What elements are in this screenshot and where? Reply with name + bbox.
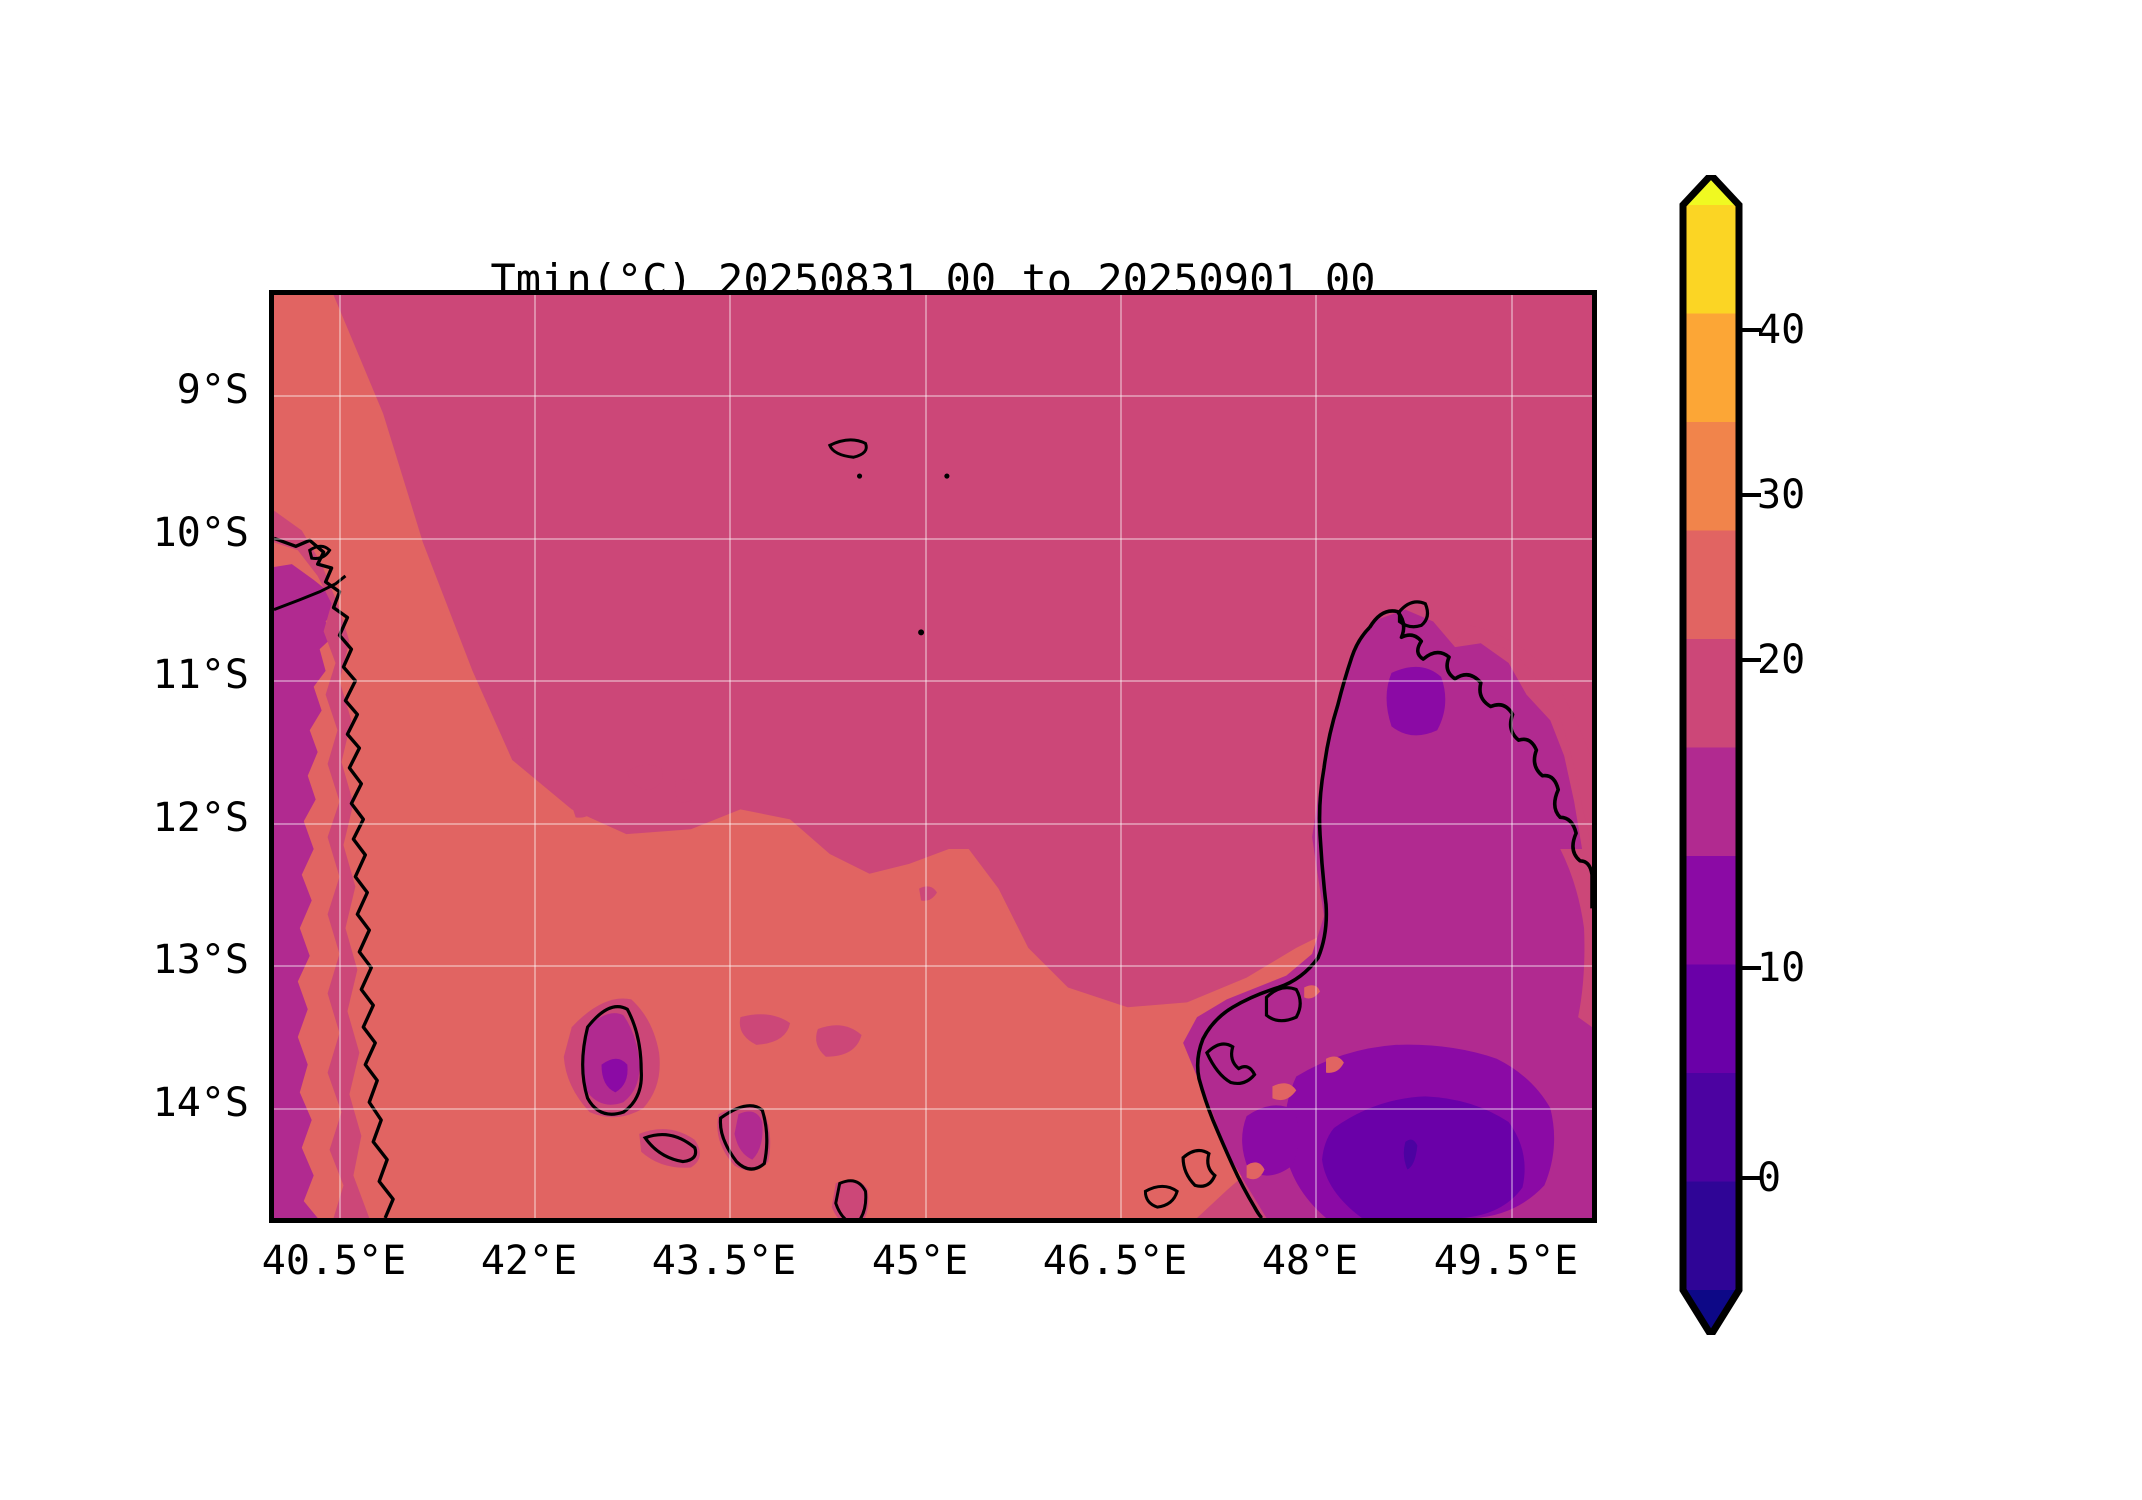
colorbar-outline: [1679, 175, 1743, 1335]
colorbar-extend-over: [1683, 175, 1739, 205]
colorbar-extend-under: [1683, 1290, 1739, 1335]
xtick-label-0: 40.5°E: [261, 1238, 407, 1284]
ytick-label-3: 12°S: [153, 795, 345, 841]
colorbar-band-25-30: [1683, 530, 1739, 639]
colorbar-band-35-40: [1683, 313, 1739, 422]
ytick-label-5: 14°S: [153, 1080, 345, 1126]
ytick-label-0: 9°S: [177, 367, 321, 413]
madagascar-warm-patches: [1246, 985, 1344, 1180]
ytick-text: 10°S: [152, 510, 249, 556]
island-grande-comore: [563, 998, 660, 1118]
colorbar-band-10-15: [1683, 856, 1739, 965]
coastline-bay-detail: [308, 544, 332, 560]
colorbar-ticklabel-30: 30: [1757, 472, 1806, 518]
contour-fringe-moz: [274, 510, 370, 1218]
colorbar-band-15-20: [1683, 747, 1739, 856]
coastline-ampasindava: [1205, 1042, 1257, 1086]
island-anjouan: [717, 1104, 771, 1171]
colorbar-ticklabel-40: 40: [1757, 307, 1806, 353]
coastline-nosy-be: [1264, 986, 1302, 1023]
colorbar-tickmark-30: [1739, 493, 1761, 497]
ytick-label-2: 11°S: [153, 652, 345, 698]
border-line-inland: [274, 574, 347, 611]
map-axes: [269, 290, 1597, 1223]
colorbar-band-40-45: [1683, 205, 1739, 314]
madagascar-cool-spur: [1403, 1139, 1418, 1170]
island-moheli: [639, 1129, 700, 1168]
island-mayotte: [831, 1179, 869, 1218]
colorbar[interactable]: 40 30 20 10 0: [1679, 175, 1805, 1335]
xtick-label-3: 45°E: [871, 1238, 969, 1284]
colorbar-ticklabel-10: 10: [1757, 945, 1806, 991]
colorbar-tickmark-20: [1739, 658, 1761, 662]
xtick-label-6: 49.5°E: [1433, 1238, 1579, 1284]
colorbar-gradient: [1679, 175, 1743, 1335]
colorbar-tickmark-40: [1739, 328, 1761, 332]
colorbar-tickmark-10: [1739, 966, 1761, 970]
colorbar-band-minus5-0: [1683, 1181, 1739, 1290]
coastline-madagascar-ne: [1397, 600, 1430, 629]
ytick-text: 12°S: [152, 795, 249, 841]
ytick-label-1: 10°S: [153, 510, 345, 556]
ytick-text: 11°S: [152, 652, 249, 698]
xtick-label-4: 46.5°E: [1042, 1238, 1188, 1284]
madagascar-coast-fringe: [1453, 625, 1592, 1028]
colorbar-band-30-35: [1683, 422, 1739, 531]
contour-band-15-20-mozambique: [274, 564, 336, 1218]
coastline-madagascar: [1195, 609, 1592, 1218]
temperature-contour-map: [274, 295, 1592, 1218]
contour-band-25-30: [274, 295, 1391, 1218]
colorbar-band-5-10: [1683, 964, 1739, 1073]
colorbar-band-0-5: [1683, 1073, 1739, 1182]
madagascar-band-5-10: [1322, 1096, 1525, 1218]
ytick-label-4: 13°S: [153, 937, 345, 983]
ytick-text: 14°S: [152, 1080, 249, 1126]
colorbar-band-20-25: [1683, 639, 1739, 748]
xtick-label-1: 42°E: [480, 1238, 578, 1284]
islets-north: [827, 438, 950, 636]
colorbar-ticklabel-20: 20: [1757, 637, 1806, 683]
madagascar-band-10-15: [1284, 666, 1555, 1218]
contour-field: [274, 295, 1592, 1218]
madagascar-band-10-15-west: [1242, 1105, 1299, 1176]
contour-patches-20-25: [517, 737, 1346, 1057]
coastline-mozambique: [274, 536, 395, 1218]
ytick-text: 13°S: [152, 937, 249, 983]
colorbar-ticklabel-0: 0: [1757, 1155, 1782, 1201]
xtick-label-2: 43.5°E: [651, 1238, 797, 1284]
xtick-label-5: 48°E: [1261, 1238, 1359, 1284]
ytick-text: 9°S: [176, 367, 249, 413]
coastline-madagascar-sw: [1181, 1148, 1217, 1188]
colorbar-tickmark-0: [1739, 1176, 1761, 1180]
coastline-madagascar-sw2: [1143, 1184, 1179, 1209]
